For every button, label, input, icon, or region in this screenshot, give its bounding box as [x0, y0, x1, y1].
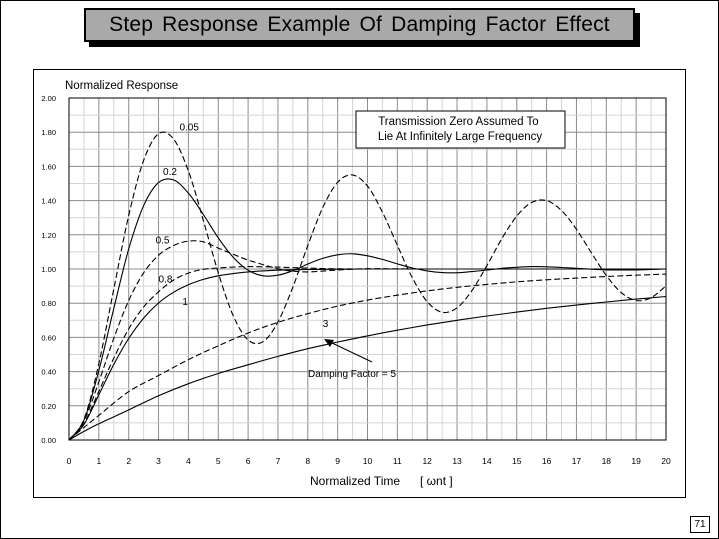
y-tick-label: 0.60 [41, 333, 56, 342]
damping-factor-arrow [324, 339, 373, 363]
x-axis-label: Normalized Time [310, 474, 400, 488]
series-label-zeta-1: 1 [182, 297, 188, 308]
x-tick-label: 1 [96, 456, 101, 466]
x-tick-label: 0 [67, 456, 72, 466]
x-tick-label: 5 [216, 456, 221, 466]
series-line-zeta-0_5 [68, 240, 666, 441]
series-line-zeta-3 [68, 273, 667, 441]
label-layer: 0.05 0.2 0.5 0.8 1 3 [156, 122, 329, 330]
series-label-zeta-0_8: 0.8 [159, 275, 173, 286]
x-tick-label: 6 [246, 456, 251, 466]
y-tick-label: 1.20 [41, 231, 56, 240]
x-tick-label: 12 [422, 456, 432, 466]
x-tick-label: 8 [305, 456, 310, 466]
page-number: 71 [690, 516, 710, 533]
title-box: Step Response Example Of Damping Factor … [84, 8, 635, 42]
y-tick-label: 1.00 [41, 265, 56, 274]
series-label-zeta-0_2: 0.2 [163, 167, 177, 178]
x-tick-label: 4 [186, 456, 191, 466]
series-line-zeta-0_2 [68, 178, 667, 441]
annotation-box-text: Transmission Zero Assumed To Lie At Infi… [378, 116, 543, 143]
y-tick-label: 0.20 [41, 402, 56, 411]
x-axis-unit: [ ωnt ] [420, 474, 453, 488]
annotation-box [355, 110, 566, 149]
series-label-zeta-0_05: 0.05 [179, 122, 199, 133]
y-tick-label: 1.60 [41, 162, 56, 171]
step-response-chart: 0.050.20.50.813 0 1 2 3 4 5 6 7 8 9 10 11 12 13 14 15 16… [41, 80, 671, 488]
x-tick-label: 7 [276, 456, 281, 466]
y-tick-label: 2.00 [41, 94, 56, 103]
chart-panel: 0.05 0.2 0.5 0.8 1 3 0 1 2 3 4 5 6 7 8 9 10 11 12 13 14 15 16… [33, 69, 686, 498]
series-line-zeta-0_05 [68, 131, 667, 441]
x-tick-label: 16 [542, 456, 552, 466]
x-tick-label: 18 [602, 456, 612, 466]
x-tick-label: 3 [156, 456, 161, 466]
series-layer [68, 131, 667, 441]
x-tick-label: 14 [482, 456, 492, 466]
y-tick-label: 0.80 [41, 299, 56, 308]
series-label-zeta-3: 3 [323, 319, 329, 330]
series-line-zeta-1 [68, 268, 666, 441]
y-tick-label: 1.80 [41, 128, 56, 137]
damping-factor-label: Damping Factor = 5 [308, 369, 397, 380]
x-tick-label: 10 [363, 456, 373, 466]
y-tick-label: 0.00 [41, 436, 56, 445]
x-tick-label: 9 [335, 456, 340, 466]
series-line-zeta-5 [68, 295, 667, 441]
tick-layer: 0 1 2 3 4 5 6 7 8 9 10 11 12 13 14 15 16 17 18 19 200.000.20… [41, 94, 671, 466]
x-tick-label: 17 [572, 456, 582, 466]
x-tick-label: 2 [126, 456, 131, 466]
series-label-zeta-0_5: 0.5 [156, 235, 170, 246]
slide-title: Step Response Example Of Damping Factor … [109, 13, 610, 36]
x-tick-label: 20 [661, 456, 671, 466]
x-tick-label: 19 [631, 456, 641, 466]
y-tick-label: 1.40 [41, 197, 56, 206]
x-tick-label: 15 [512, 456, 522, 466]
y-axis-label: Normalized Response [65, 80, 178, 92]
x-tick-label: 11 [393, 456, 402, 466]
y-tick-label: 0.40 [41, 368, 56, 377]
x-tick-label: 13 [452, 456, 462, 466]
